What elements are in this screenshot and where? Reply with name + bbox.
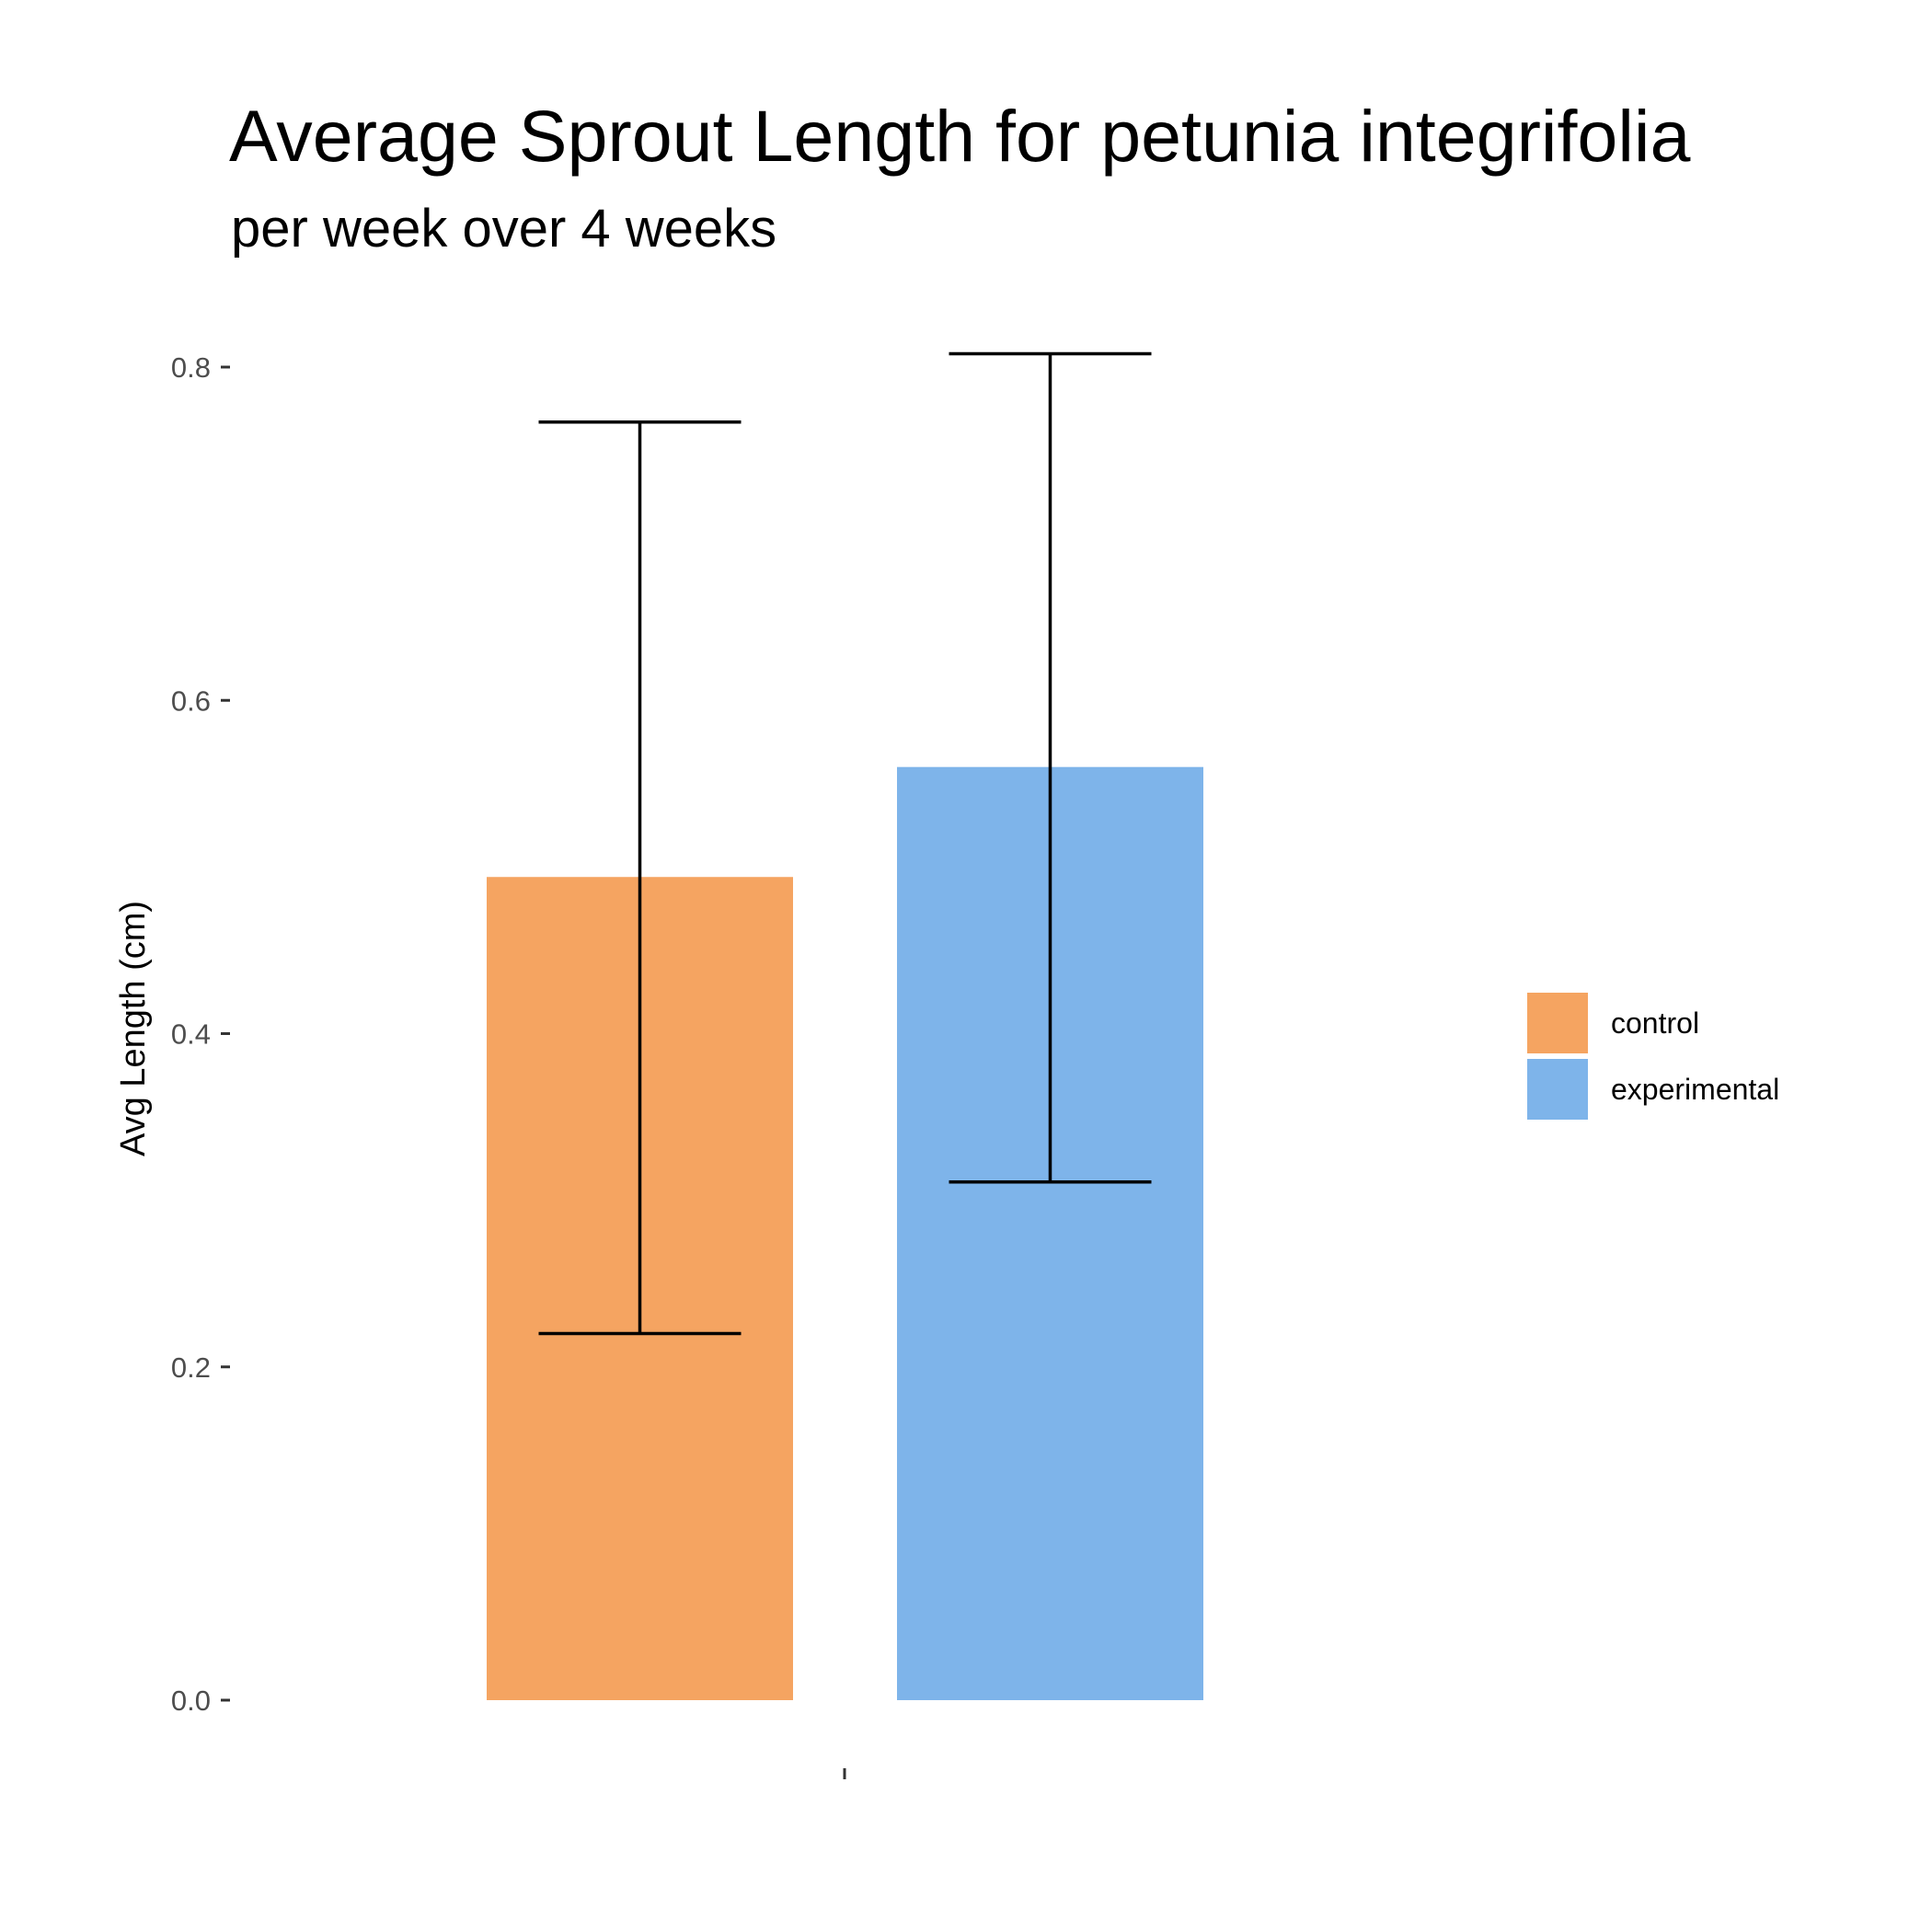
legend-label-experimental: experimental (1611, 1073, 1779, 1106)
y-axis: 0.0 0.2 0.4 0.6 0.8 (171, 351, 230, 1717)
chart-title: Average Sprout Length for petunia integr… (229, 95, 1691, 177)
bars (487, 766, 1203, 1700)
y-tick-label: 0.2 (171, 1351, 211, 1384)
y-tick-label: 0.6 (171, 684, 211, 717)
legend-key-experimental (1527, 1059, 1588, 1120)
legend-label-control: control (1611, 1006, 1699, 1040)
legend-key-control (1527, 993, 1588, 1053)
y-tick-label: 0.8 (171, 351, 211, 384)
y-tick-label: 0.0 (171, 1685, 211, 1717)
y-tick-label: 0.4 (171, 1018, 211, 1051)
y-axis-title: Avg Length (cm) (114, 901, 153, 1156)
error-bars (538, 351, 1152, 1336)
legend: control experimental (1527, 993, 1779, 1120)
chart-subtitle: per week over 4 weeks (231, 199, 777, 259)
